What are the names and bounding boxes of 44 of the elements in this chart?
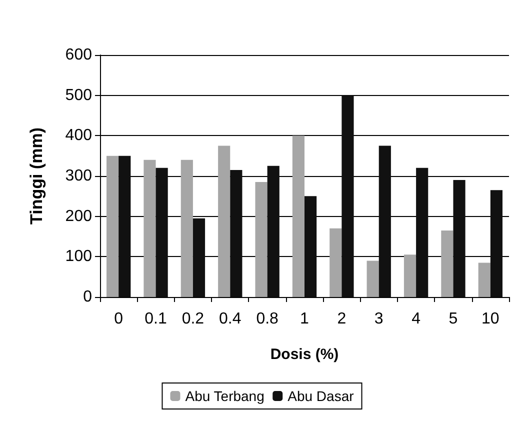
bar	[304, 196, 317, 297]
bar	[441, 230, 454, 297]
x-tick-label: 0.1	[144, 310, 167, 328]
x-tick-label: 0.4	[219, 310, 242, 328]
bar	[330, 228, 342, 297]
x-tick-label: 0.2	[182, 310, 204, 328]
x-tick-label: 5	[448, 310, 458, 328]
y-tick-label: 100	[65, 248, 92, 266]
y-tick-label: 0	[83, 288, 92, 306]
bar	[267, 166, 280, 297]
x-tick-label: 1	[300, 310, 310, 328]
bar	[404, 254, 416, 297]
x-tick-label: 10	[482, 310, 500, 328]
bar	[292, 136, 304, 297]
bar	[342, 95, 354, 297]
bar	[192, 218, 206, 297]
x-tick-label: 4	[412, 310, 421, 328]
bar	[378, 146, 391, 297]
x-tick-label: 0.8	[256, 310, 279, 328]
y-tick-label: 300	[65, 168, 92, 184]
y-tick-label: 600	[65, 46, 92, 64]
legend-label: Abu Dasar	[288, 388, 354, 404]
x-tick-label: 2	[337, 310, 346, 328]
bar	[255, 182, 268, 297]
bar	[230, 170, 242, 297]
legend-label: Abu Terbang	[185, 388, 264, 404]
bar	[490, 190, 502, 297]
x-axis-title: Dosis (%)	[270, 346, 339, 363]
bar	[180, 160, 193, 297]
bar	[118, 156, 131, 297]
bar	[416, 168, 428, 297]
x-tick-label: 0	[114, 310, 124, 328]
y-tick-label: 200	[65, 208, 92, 225]
x-tick-label: 3	[374, 310, 384, 328]
y-tick-label: 500	[65, 86, 92, 104]
bar	[144, 160, 156, 297]
bar	[366, 260, 379, 297]
bar	[453, 180, 466, 297]
bar	[156, 168, 168, 297]
y-axis-title: Tinggi (mm)	[27, 128, 46, 224]
bar	[218, 146, 230, 297]
bar	[106, 156, 119, 297]
y-tick-label: 400	[65, 127, 92, 144]
bar	[478, 262, 490, 297]
